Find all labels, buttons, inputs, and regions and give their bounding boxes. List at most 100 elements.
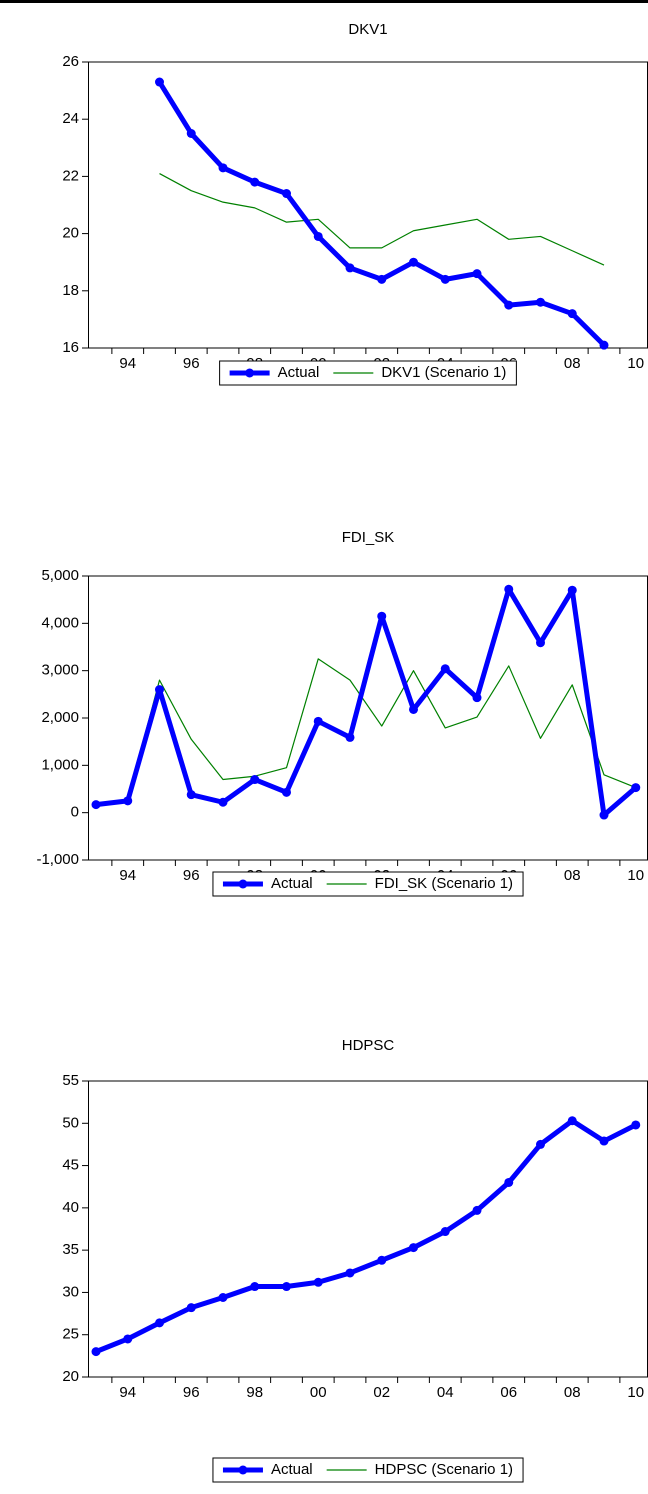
- y-tick-label: -1,000: [36, 851, 79, 868]
- x-tick-label: 94: [119, 1384, 136, 1401]
- series-marker: [440, 1227, 450, 1237]
- series-marker: [282, 1282, 291, 1292]
- legend-box: [212, 871, 524, 897]
- y-tick-label: 18: [62, 282, 79, 299]
- legend-label: DKV1 (Scenario 1): [381, 364, 506, 381]
- legend-marker: [238, 1465, 248, 1475]
- series-marker: [91, 800, 101, 810]
- series-marker: [155, 77, 164, 87]
- legend: Actual DKV1 (Scenario 1): [219, 360, 517, 386]
- x-tick-label: 08: [564, 1384, 581, 1401]
- series-marker: [567, 309, 577, 319]
- x-tick-label: 08: [564, 867, 581, 884]
- series-marker: [504, 300, 514, 310]
- series-marker: [472, 1205, 482, 1215]
- series-marker: [567, 585, 577, 595]
- series-marker: [155, 685, 164, 695]
- series-line: [95, 658, 636, 806]
- x-tick-label: 02: [373, 1384, 390, 1401]
- legend-label: Actual: [271, 875, 313, 892]
- y-tick-label: 5,000: [41, 567, 79, 584]
- series-marker: [567, 1116, 577, 1126]
- series-marker: [472, 693, 482, 703]
- y-tick-label: 30: [62, 1283, 79, 1300]
- series-marker: [504, 1177, 514, 1187]
- y-tick-label: 24: [62, 110, 79, 127]
- series-marker: [472, 269, 482, 279]
- legend-label: Actual: [271, 1461, 313, 1478]
- x-tick-label: 08: [564, 355, 581, 372]
- y-tick-label: 16: [62, 339, 79, 356]
- series-marker: [377, 611, 387, 621]
- series-marker: [536, 1139, 545, 1149]
- x-tick-label: 00: [310, 1384, 327, 1401]
- legend-marker: [245, 368, 255, 378]
- series-marker: [186, 129, 196, 138]
- series-marker: [313, 716, 323, 726]
- series-marker: [440, 274, 450, 284]
- series-marker: [345, 732, 355, 742]
- legend-marker: [238, 879, 248, 889]
- y-tick-label: 55: [62, 1072, 79, 1089]
- series-marker: [409, 704, 418, 714]
- y-tick-label: 1,000: [41, 756, 79, 773]
- chart-title: FDI_SK: [342, 529, 395, 546]
- y-tick-label: 3,000: [41, 662, 79, 679]
- legend-label: FDI_SK (Scenario 1): [375, 875, 513, 892]
- y-tick-label: 45: [62, 1157, 79, 1174]
- chart-title: DKV1: [348, 21, 387, 38]
- series-marker: [282, 189, 291, 199]
- series-marker: [409, 257, 418, 267]
- x-tick-label: 98: [246, 1384, 263, 1401]
- x-tick-label: 96: [183, 355, 200, 372]
- series-marker: [504, 584, 514, 594]
- legend-box: [212, 1457, 524, 1483]
- y-tick-label: 40: [62, 1199, 79, 1216]
- series-marker: [599, 340, 609, 350]
- y-tick-label: 20: [62, 1368, 79, 1385]
- legend-label: HDPSC (Scenario 1): [375, 1461, 513, 1478]
- series-marker: [440, 664, 450, 674]
- y-tick-label: 4,000: [41, 614, 79, 631]
- x-tick-label: 96: [183, 867, 200, 884]
- series-line: [157, 80, 606, 347]
- series-marker: [218, 797, 228, 807]
- series-marker: [536, 638, 545, 648]
- series-line: [159, 173, 605, 266]
- y-tick-label: 22: [62, 167, 79, 184]
- series-marker: [345, 263, 355, 273]
- series-marker: [377, 274, 387, 284]
- legend: Actual HDPSC (Scenario 1): [212, 1457, 524, 1483]
- series-marker: [631, 783, 641, 793]
- series-marker: [282, 787, 291, 797]
- y-tick-label: 25: [62, 1326, 79, 1343]
- series-marker: [409, 1243, 418, 1253]
- y-tick-label: 2,000: [41, 709, 79, 726]
- series-marker: [313, 231, 323, 241]
- x-tick-label: 10: [627, 867, 644, 884]
- series-marker: [377, 1255, 387, 1265]
- chart-title: HDPSC: [342, 1037, 395, 1054]
- x-tick-label: 10: [627, 355, 644, 372]
- y-tick-label: 35: [62, 1241, 79, 1258]
- x-tick-label: 10: [627, 1384, 644, 1401]
- series-marker: [345, 1268, 355, 1278]
- y-tick-label: 20: [62, 225, 79, 242]
- series-marker: [186, 1303, 196, 1313]
- legend: Actual FDI_SK (Scenario 1): [212, 871, 524, 897]
- series-marker: [599, 1136, 609, 1146]
- series-marker: [536, 297, 545, 307]
- legend-label: Actual: [278, 364, 320, 381]
- series-marker: [218, 163, 228, 173]
- series-marker: [250, 775, 260, 785]
- plot-frame: [88, 575, 648, 861]
- x-tick-label: 06: [500, 1384, 517, 1401]
- series-marker: [599, 810, 609, 820]
- y-tick-label: 50: [62, 1114, 79, 1131]
- series-line: [95, 1118, 637, 1354]
- x-tick-label: 94: [119, 867, 136, 884]
- series-marker: [155, 1318, 164, 1328]
- y-tick-label: 0: [71, 804, 79, 821]
- y-tick-label: 26: [62, 53, 79, 70]
